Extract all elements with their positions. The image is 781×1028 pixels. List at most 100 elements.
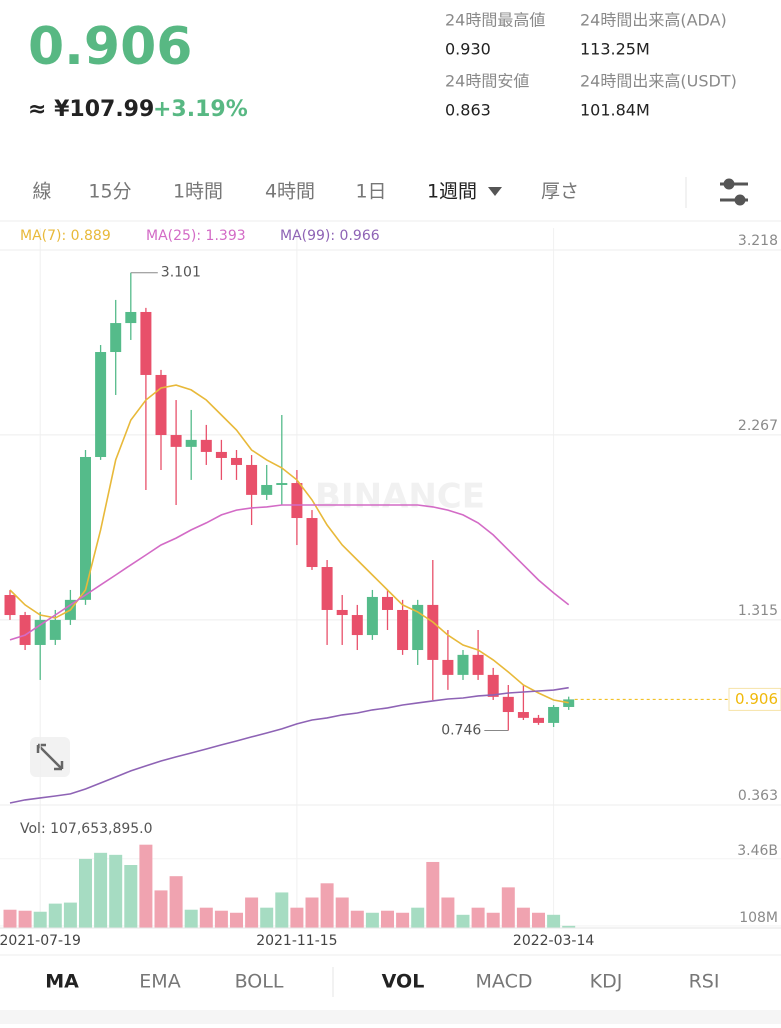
indicator-tab[interactable]: BOLL	[235, 971, 284, 993]
stat-value: 0.863	[445, 101, 491, 120]
interval-tab[interactable]: 1日	[355, 181, 386, 203]
volume-bar	[547, 914, 561, 928]
candle-body	[246, 464, 258, 495]
candle-body	[140, 311, 152, 375]
volume-bar	[184, 909, 198, 928]
volume-bar	[305, 897, 319, 928]
candle-body	[155, 374, 167, 436]
candle-body	[366, 596, 378, 636]
volume-bar	[214, 910, 228, 928]
volume-bar	[33, 911, 47, 928]
volume-bar	[365, 912, 379, 928]
stat-label: 24時間出来高(USDT)	[580, 72, 737, 91]
indicator-tab[interactable]: KDJ	[590, 971, 623, 993]
candle-body	[231, 457, 242, 465]
settings-icon[interactable]	[720, 178, 748, 206]
candle-body	[4, 595, 16, 616]
candle-body	[336, 609, 348, 616]
interval-tab[interactable]: 15分	[88, 181, 131, 203]
volume-bar	[230, 912, 243, 928]
expand-button[interactable]	[30, 737, 70, 777]
candle-body	[49, 619, 61, 640]
volume-bar	[486, 912, 500, 928]
candle-body	[533, 717, 544, 723]
y-tick-label: 3.218	[738, 233, 778, 249]
interval-tab-active[interactable]: 1週間	[427, 181, 477, 203]
indicator-tab[interactable]: EMA	[139, 971, 180, 993]
interval-tab[interactable]: 4時間	[265, 181, 315, 203]
candle-body	[397, 609, 409, 651]
volume-bar	[411, 907, 425, 928]
depth-tab[interactable]: 厚さ	[541, 181, 579, 203]
indicator-tab[interactable]: VOL	[382, 971, 425, 993]
last-price-box	[728, 687, 781, 711]
legend-entry: MA(7): 0.889	[20, 228, 111, 244]
candle-body	[472, 654, 484, 675]
ma-line	[9, 504, 570, 641]
candle-body	[487, 674, 499, 697]
volume-bar	[245, 897, 259, 928]
x-tick-label: 2021-07-19	[0, 933, 81, 949]
candle-body	[442, 659, 454, 675]
dropdown-caret	[488, 187, 502, 196]
candle-body	[548, 706, 560, 723]
fiat-price: ≈ ¥107.99	[28, 97, 154, 122]
volume-bar	[501, 887, 515, 928]
candle-body	[291, 483, 303, 519]
indicator-tab[interactable]: RSI	[689, 971, 720, 993]
volume-bar	[109, 854, 123, 928]
candle-body	[170, 435, 182, 447]
volume-bar	[335, 897, 349, 928]
candle-body	[80, 456, 91, 600]
candle-body	[185, 439, 197, 447]
candle-body	[276, 483, 288, 485]
volume-bar	[441, 897, 455, 928]
last-price: 0.906	[28, 17, 192, 77]
volume-bar	[290, 907, 304, 928]
interval-tab[interactable]: 線	[32, 181, 51, 203]
change: +3.19%	[153, 97, 248, 122]
candle-body	[200, 439, 212, 452]
candle-body	[125, 311, 137, 324]
candle-body	[457, 654, 469, 675]
volume-bar	[456, 914, 470, 928]
indicator-tab[interactable]: MACD	[476, 971, 533, 993]
candle-body	[95, 352, 107, 457]
ma-line	[9, 384, 569, 704]
volume-bar	[381, 910, 394, 928]
stat-label: 24時間安値	[445, 72, 529, 91]
volume-bar	[396, 912, 410, 928]
y-tick-label: 2.267	[738, 418, 778, 434]
volume-label: Vol: 107,653,895.0	[20, 821, 153, 837]
volume-bar	[139, 844, 153, 928]
indicator-tab[interactable]: MA	[45, 971, 79, 993]
volume-bar	[532, 912, 545, 928]
volume-bar	[471, 907, 485, 928]
stat-value: 0.930	[445, 40, 491, 59]
volume-bar	[154, 890, 168, 928]
legend-entry: MA(99): 0.966	[280, 228, 380, 244]
candle-body	[427, 604, 439, 660]
volume-bar	[18, 910, 32, 928]
volume-bar	[63, 902, 77, 928]
volume-bar	[94, 852, 108, 928]
ma-line	[9, 686, 569, 804]
volume-bar	[169, 876, 183, 928]
volume-bar	[275, 892, 289, 928]
volume-tick-label: 108M	[739, 910, 778, 926]
candle-body	[382, 596, 393, 610]
low-label: 0.746	[441, 722, 481, 738]
candle-body	[110, 323, 122, 353]
candle-body	[412, 604, 424, 651]
candle-body	[215, 451, 227, 458]
candle-body	[502, 696, 514, 713]
legend-entry: MA(25): 1.393	[146, 228, 246, 244]
candle-body	[261, 484, 273, 495]
volume-bar	[562, 925, 576, 928]
candle-body	[19, 615, 31, 645]
volume-tick-label: 3.46B	[737, 843, 778, 859]
interval-tab[interactable]: 1時間	[173, 181, 223, 203]
volume-bar	[516, 907, 530, 928]
stat-value: 101.84M	[580, 101, 650, 120]
y-tick-label: 1.315	[738, 603, 778, 619]
